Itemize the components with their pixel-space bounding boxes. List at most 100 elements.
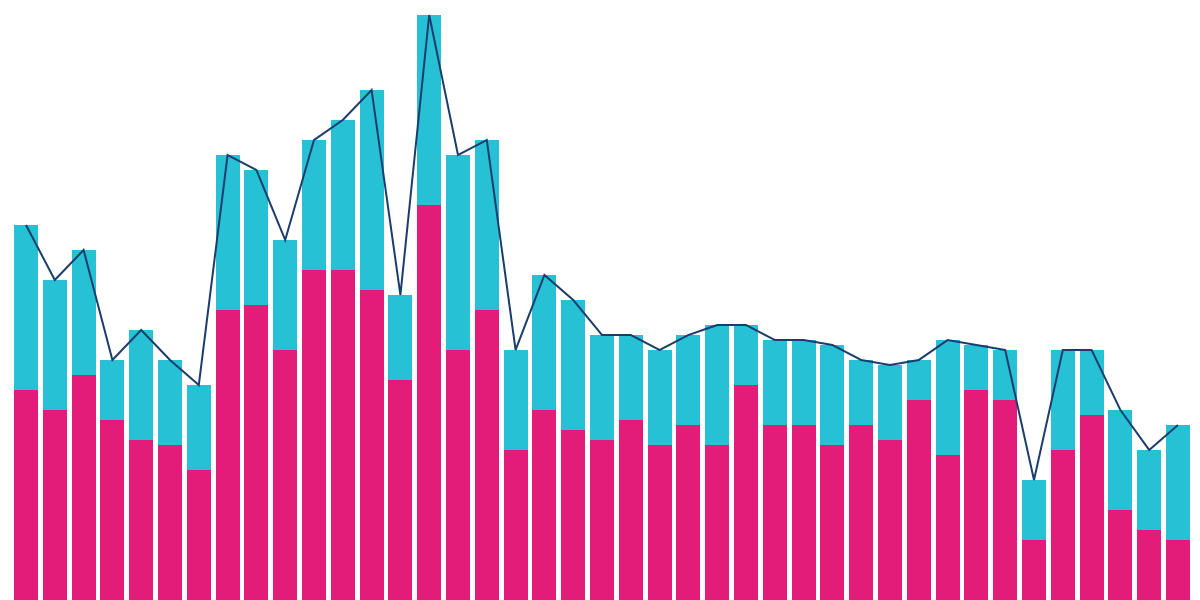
bar-segment-bottom [360, 290, 384, 600]
bar-segment-bottom [648, 445, 672, 600]
bar-segment-top [446, 155, 470, 350]
bar-segment-top [936, 340, 960, 455]
bar-segment-top [993, 350, 1017, 400]
bar [417, 15, 441, 600]
bar-segment-top [705, 325, 729, 445]
bar-segment-top [734, 325, 758, 385]
bar [1108, 410, 1132, 600]
bar [993, 350, 1017, 600]
bar [1051, 350, 1075, 600]
stacked-bar-line-chart [0, 0, 1200, 600]
bar [590, 335, 614, 600]
bar-segment-top [676, 335, 700, 425]
bar [878, 365, 902, 600]
bar-segment-top [100, 360, 124, 420]
bar [849, 360, 873, 600]
bar [14, 225, 38, 600]
bar-segment-top [1051, 350, 1075, 450]
bar-segment-top [1022, 480, 1046, 540]
bar-segment-top [1080, 350, 1104, 415]
bar-segment-top [273, 240, 297, 350]
bar-segment-bottom [532, 410, 556, 600]
bar [72, 250, 96, 600]
bar-segment-bottom [676, 425, 700, 600]
bar-segment-bottom [158, 445, 182, 600]
bar-segment-top [763, 340, 787, 425]
bar-segment-top [619, 335, 643, 420]
bar-segment-bottom [187, 470, 211, 600]
bar-segment-top [1166, 425, 1190, 540]
bar-segment-bottom [878, 440, 902, 600]
bar [820, 345, 844, 600]
bar-segment-top [532, 275, 556, 410]
bar-segment-bottom [763, 425, 787, 600]
bar-segment-top [216, 155, 240, 310]
bar-segment-bottom [1080, 415, 1104, 600]
bar-segment-bottom [244, 305, 268, 600]
bar [532, 275, 556, 600]
bar-segment-top [158, 360, 182, 445]
bar-segment-top [878, 365, 902, 440]
bar-segment-top [590, 335, 614, 440]
bar-segment-bottom [590, 440, 614, 600]
bar-segment-top [244, 170, 268, 305]
bar-segment-bottom [619, 420, 643, 600]
bar-segment-top [187, 385, 211, 470]
bar-segment-top [964, 345, 988, 390]
bar [619, 335, 643, 600]
bar-segment-bottom [43, 410, 67, 600]
bar [475, 140, 499, 600]
bar [648, 350, 672, 600]
bar [1080, 350, 1104, 600]
bar [936, 340, 960, 600]
bar-segment-bottom [936, 455, 960, 600]
bar-segment-top [475, 140, 499, 310]
bar [244, 170, 268, 600]
bar-segment-bottom [475, 310, 499, 600]
bar-segment-top [849, 360, 873, 425]
bar [302, 140, 326, 600]
bar [129, 330, 153, 600]
bar [907, 360, 931, 600]
bar-segment-bottom [331, 270, 355, 600]
bar-segment-bottom [907, 400, 931, 600]
bar-segment-bottom [302, 270, 326, 600]
bar-segment-bottom [1022, 540, 1046, 600]
bar [1166, 425, 1190, 600]
bar-segment-top [388, 295, 412, 380]
bar-segment-top [14, 225, 38, 390]
bar-segment-bottom [993, 400, 1017, 600]
bar-segment-top [1108, 410, 1132, 510]
bar [446, 155, 470, 600]
bar [158, 360, 182, 600]
bar-segment-bottom [129, 440, 153, 600]
bar-segment-bottom [504, 450, 528, 600]
bar-segment-bottom [216, 310, 240, 600]
bar-segment-bottom [820, 445, 844, 600]
bar-segment-bottom [14, 390, 38, 600]
bar-segment-bottom [273, 350, 297, 600]
bar-segment-top [43, 280, 67, 410]
bar-segment-top [648, 350, 672, 445]
bar [792, 340, 816, 600]
bar-segment-top [820, 345, 844, 445]
bar-segment-bottom [849, 425, 873, 600]
bar-segment-top [561, 300, 585, 430]
bar-segment-bottom [1051, 450, 1075, 600]
bar-segment-top [792, 340, 816, 425]
bar-segment-bottom [705, 445, 729, 600]
bar-segment-top [360, 90, 384, 290]
bar-segment-bottom [734, 385, 758, 600]
bar [216, 155, 240, 600]
bar [734, 325, 758, 600]
bar-segment-bottom [72, 375, 96, 600]
bar-segment-bottom [792, 425, 816, 600]
bar [360, 90, 384, 600]
bar-segment-top [129, 330, 153, 440]
bar-segment-top [504, 350, 528, 450]
bar [676, 335, 700, 600]
bar-segment-bottom [388, 380, 412, 600]
bar [705, 325, 729, 600]
bar-segment-bottom [964, 390, 988, 600]
bar-segment-bottom [561, 430, 585, 600]
